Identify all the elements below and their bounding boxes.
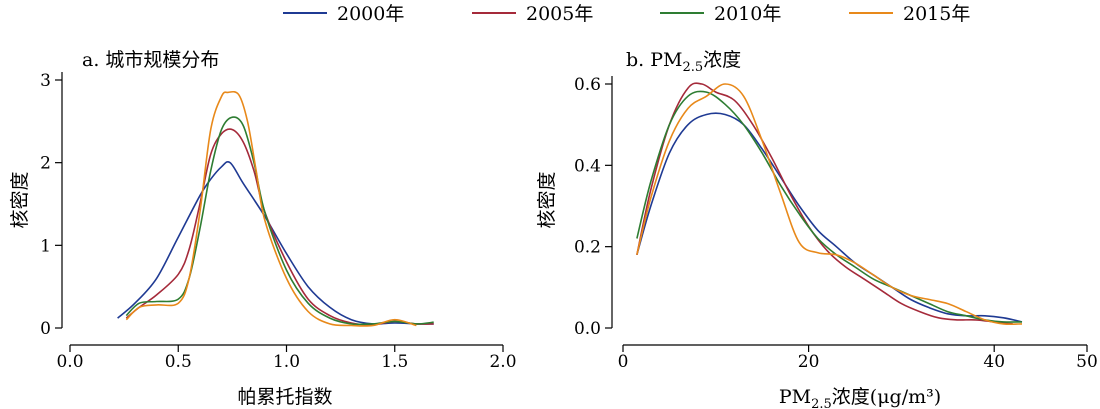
x-tick-label: 1.0	[273, 352, 300, 372]
series-line-3	[125, 90, 417, 327]
x-tick-label: 2.0	[489, 352, 516, 372]
series-line-0	[636, 112, 1023, 323]
x-tick-label: 0	[618, 352, 629, 372]
panel-a-lines	[117, 90, 434, 327]
panel-a-axes: 0.0 0.5 1.0 1.5 2.0 0 1 2 3	[40, 71, 516, 372]
panel-b-xlabel-main: PM	[779, 386, 811, 408]
y-tick-label: 2	[40, 154, 51, 174]
panel-b-xlabel-tail: 浓度(μg/m³)	[832, 386, 941, 408]
y-tick-label: 3	[40, 71, 51, 91]
x-tick-label: 0.0	[56, 352, 83, 372]
series-line-3	[636, 83, 1023, 326]
panel-b-axes: 0 20 40 50 0.0 0.2 0.4 0.6	[574, 75, 1098, 372]
x-tick-label: 20	[798, 352, 820, 372]
series-line-1	[636, 82, 1013, 325]
series-line-1	[125, 128, 434, 326]
x-tick-label: 1.5	[381, 352, 408, 372]
legend-label-1: 2005年	[526, 3, 593, 25]
x-tick-label: 50	[1076, 352, 1098, 372]
y-tick-label: 0.4	[574, 156, 601, 176]
panel-a-title: a. 城市规模分布	[82, 49, 219, 71]
legend-label-0: 2000年	[337, 3, 404, 25]
legend: 2000年 2005年 2010年 2015年	[283, 3, 970, 25]
panel-b-xlabel-sub: 2.5	[811, 397, 832, 409]
x-tick-label: 0.5	[165, 352, 192, 372]
panel-a-xlabel: 帕累托指数	[237, 386, 332, 408]
panel-b-title-sub: 2.5	[682, 60, 703, 75]
series-line-2	[125, 116, 434, 326]
panel-b-xlabel: PM2.5浓度(μg/m³)	[779, 386, 941, 409]
panel-b-title-tail: 浓度	[703, 49, 741, 71]
y-tick-label: 0.2	[574, 238, 601, 258]
panel-b-title: b. PM2.5浓度	[626, 49, 741, 75]
panel-b-lines	[636, 82, 1023, 326]
y-tick-label: 0.0	[574, 319, 601, 339]
panel-b-title-main: b. PM	[626, 49, 682, 71]
series-line-2	[636, 90, 1023, 323]
panel-a-ylabel: 核密度	[9, 171, 31, 228]
legend-label-3: 2015年	[903, 3, 970, 25]
y-tick-label: 0	[40, 319, 51, 339]
legend-label-2: 2010年	[714, 3, 781, 25]
y-tick-label: 1	[40, 236, 51, 256]
panel-a: a. 城市规模分布 帕累托指数 核密度 0.0 0.5 1.0 1.5 2.0 0 1 2 3	[9, 49, 517, 408]
y-tick-label: 0.6	[574, 75, 601, 95]
panel-b: b. PM2.5浓度 PM2.5浓度(μg/m³) 核密度 0 20 40 500.0…	[536, 49, 1098, 409]
x-tick-label: 40	[983, 352, 1005, 372]
panel-b-ylabel: 核密度	[536, 171, 558, 228]
